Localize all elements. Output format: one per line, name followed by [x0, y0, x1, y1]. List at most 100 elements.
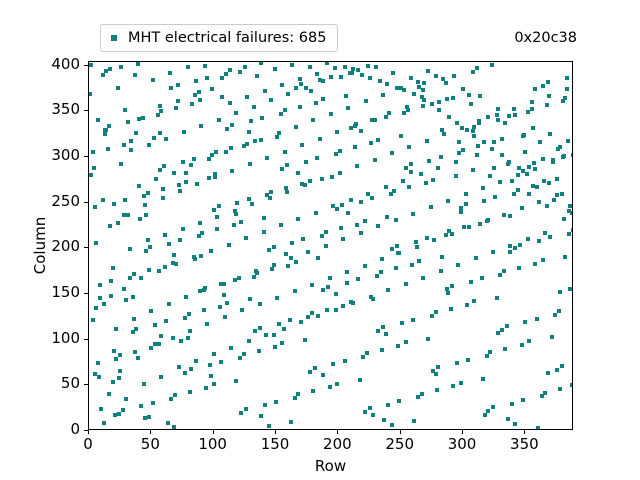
- scatter-point: [169, 86, 174, 91]
- scatter-point: [94, 240, 99, 245]
- scatter-point: [129, 147, 134, 152]
- scatter-point: [261, 216, 266, 221]
- scatter-point: [392, 188, 397, 193]
- x-tick-mark: [212, 430, 214, 434]
- scatter-point: [269, 98, 274, 103]
- scatter-point: [176, 183, 181, 188]
- scatter-point: [418, 172, 423, 177]
- y-tick-label: 50: [60, 374, 80, 393]
- scatter-point: [160, 186, 165, 191]
- scatter-point: [407, 144, 412, 149]
- scatter-point: [503, 121, 508, 126]
- x-tick-label: 0: [83, 435, 93, 453]
- scatter-point: [211, 207, 216, 212]
- scatter-point: [337, 170, 342, 175]
- scatter-point: [540, 258, 545, 263]
- x-tick-label: 300: [447, 435, 477, 453]
- scatter-point: [449, 231, 454, 236]
- scatter-point: [353, 122, 358, 127]
- scatter-point: [310, 311, 315, 316]
- scatter-point: [283, 186, 288, 191]
- scatter-point: [201, 308, 206, 313]
- scatter-point: [225, 301, 230, 306]
- scatter-point: [482, 140, 487, 145]
- y-tick-mark: [84, 155, 88, 158]
- scatter-point: [317, 78, 322, 83]
- scatter-point: [221, 281, 226, 286]
- scatter-point: [474, 153, 479, 158]
- scatter-point: [454, 361, 459, 366]
- scatter-point: [485, 114, 490, 119]
- scatter-point: [456, 262, 461, 267]
- scatter-point: [272, 344, 277, 349]
- scatter-point: [335, 381, 340, 386]
- scatter-point: [178, 238, 183, 243]
- scatter-point: [471, 70, 475, 75]
- scatter-point: [463, 192, 468, 197]
- plot-area: [88, 61, 573, 430]
- scatter-point: [553, 313, 558, 317]
- scatter-point: [187, 389, 192, 394]
- scatter-point: [411, 317, 416, 322]
- scatter-point: [174, 105, 179, 110]
- scatter-point: [110, 379, 115, 384]
- scatter-point: [109, 279, 114, 284]
- scatter-point: [210, 153, 215, 158]
- scatter-point: [386, 402, 391, 407]
- scatter-point: [114, 326, 119, 331]
- scatter-point: [403, 340, 408, 345]
- scatter-point: [508, 243, 513, 248]
- scatter-point: [196, 90, 201, 95]
- scatter-point: [276, 131, 281, 136]
- scatter-point: [393, 266, 398, 271]
- scatter-point: [103, 127, 108, 132]
- scatter-point: [123, 108, 128, 113]
- scatter-point: [204, 386, 209, 391]
- scatter-point: [396, 344, 401, 349]
- scatter-point: [114, 356, 119, 361]
- scatter-point: [164, 136, 169, 141]
- scatter-point: [444, 96, 449, 101]
- scatter-point: [302, 183, 307, 188]
- scatter-point: [159, 375, 164, 380]
- scatter-point: [495, 331, 500, 336]
- scatter-point: [379, 347, 384, 352]
- scatter-point: [178, 188, 183, 193]
- scatter-point: [293, 260, 298, 265]
- scatter-point: [386, 288, 391, 293]
- scatter-point: [249, 119, 254, 124]
- scatter-point: [446, 291, 451, 296]
- scatter-point: [490, 405, 495, 410]
- scatter-point: [495, 106, 500, 111]
- scatter-point: [554, 367, 559, 372]
- scatter-point: [365, 351, 370, 356]
- scatter-point: [94, 305, 99, 310]
- scatter-point: [163, 264, 168, 269]
- scatter-point: [348, 125, 353, 130]
- scatter-point: [325, 62, 330, 65]
- scatter-point: [513, 112, 518, 117]
- scatter-point: [342, 358, 347, 363]
- scatter-point: [187, 328, 192, 333]
- scatter-point: [234, 211, 239, 216]
- scatter-point: [265, 155, 270, 160]
- scatter-point: [260, 115, 265, 120]
- scatter-point: [116, 376, 121, 381]
- scatter-point: [321, 373, 326, 378]
- scatter-point: [378, 270, 383, 275]
- scatter-point: [544, 102, 549, 107]
- scatter-point: [508, 214, 513, 219]
- scatter-point: [520, 397, 525, 402]
- scatter-point: [375, 273, 379, 278]
- scatter-point: [159, 109, 164, 114]
- scatter-point: [271, 262, 276, 267]
- scatter-point: [416, 395, 421, 400]
- scatter-point: [246, 130, 251, 135]
- scatter-point: [280, 341, 285, 346]
- scatter-point: [383, 332, 388, 337]
- scatter-point: [316, 313, 321, 318]
- scatter-point: [98, 282, 103, 287]
- scatter-point: [280, 82, 285, 87]
- scatter-point: [124, 298, 129, 303]
- scatter-point: [408, 162, 413, 167]
